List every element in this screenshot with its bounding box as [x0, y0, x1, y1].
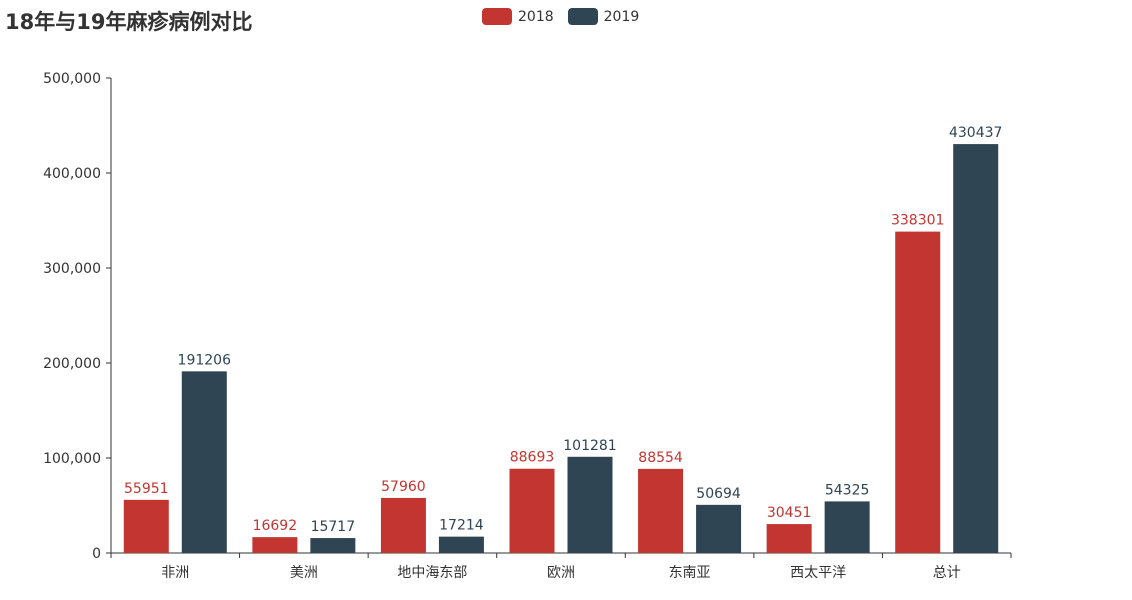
data-label-2019: 430437 — [949, 125, 1002, 141]
x-tick-label: 美洲 — [290, 565, 318, 581]
bar-2019[interactable] — [438, 536, 484, 553]
data-label-2018: 88693 — [510, 450, 555, 466]
bar-2018[interactable] — [895, 231, 941, 553]
y-tick-label: 100,000 — [43, 451, 101, 467]
x-tick-label: 欧洲 — [547, 565, 575, 581]
data-label-2019: 101281 — [563, 438, 616, 454]
bar-2019[interactable] — [824, 501, 870, 553]
y-tick-label: 500,000 — [43, 71, 101, 87]
y-tick-label: 0 — [92, 546, 101, 562]
x-tick-label: 非洲 — [161, 565, 189, 581]
chart-title: 18年与19年麻疹病例对比 — [5, 10, 253, 34]
x-tick-label: 西太平洋 — [790, 565, 846, 581]
data-label-2019: 17214 — [439, 518, 484, 534]
legend-swatch-2019 — [567, 8, 598, 25]
legend-label-2019: 2019 — [603, 8, 640, 25]
data-label-2018: 57960 — [381, 479, 426, 495]
bar-2018[interactable] — [123, 499, 169, 553]
bar-2018[interactable] — [638, 468, 684, 553]
bar-2019[interactable] — [567, 456, 613, 553]
bar-2018[interactable] — [509, 468, 555, 553]
bar-2019[interactable] — [181, 371, 227, 553]
data-label-2019: 15717 — [311, 519, 356, 535]
legend-item-2019[interactable]: 2019 — [567, 8, 640, 25]
data-label-2018: 88554 — [638, 450, 683, 466]
data-label-2018: 16692 — [253, 518, 298, 534]
y-tick-label: 300,000 — [43, 261, 101, 277]
x-tick-label: 东南亚 — [669, 565, 711, 581]
y-tick-label: 200,000 — [43, 356, 101, 372]
legend-item-2018[interactable]: 2018 — [482, 8, 554, 25]
bar-2018[interactable] — [766, 524, 812, 553]
data-label-2018: 30451 — [767, 505, 812, 521]
data-label-2018: 55951 — [124, 481, 169, 497]
bar-2019[interactable] — [310, 538, 356, 553]
data-label-2018: 338301 — [891, 213, 944, 229]
legend-label-2018: 2018 — [518, 8, 554, 25]
y-tick-label: 400,000 — [43, 166, 101, 182]
bar-2019[interactable] — [953, 144, 999, 554]
bar-2018[interactable] — [252, 537, 298, 553]
data-label-2019: 54325 — [825, 482, 870, 498]
x-tick-label: 地中海东部 — [397, 565, 467, 581]
bar-2018[interactable] — [380, 497, 426, 553]
legend: 2018 2019 — [482, 8, 639, 25]
bar-2019[interactable] — [696, 504, 742, 553]
legend-swatch-2018 — [482, 8, 512, 25]
data-label-2019: 50694 — [696, 486, 741, 502]
x-tick-label: 总计 — [933, 565, 961, 581]
data-label-2019: 191206 — [178, 352, 232, 368]
